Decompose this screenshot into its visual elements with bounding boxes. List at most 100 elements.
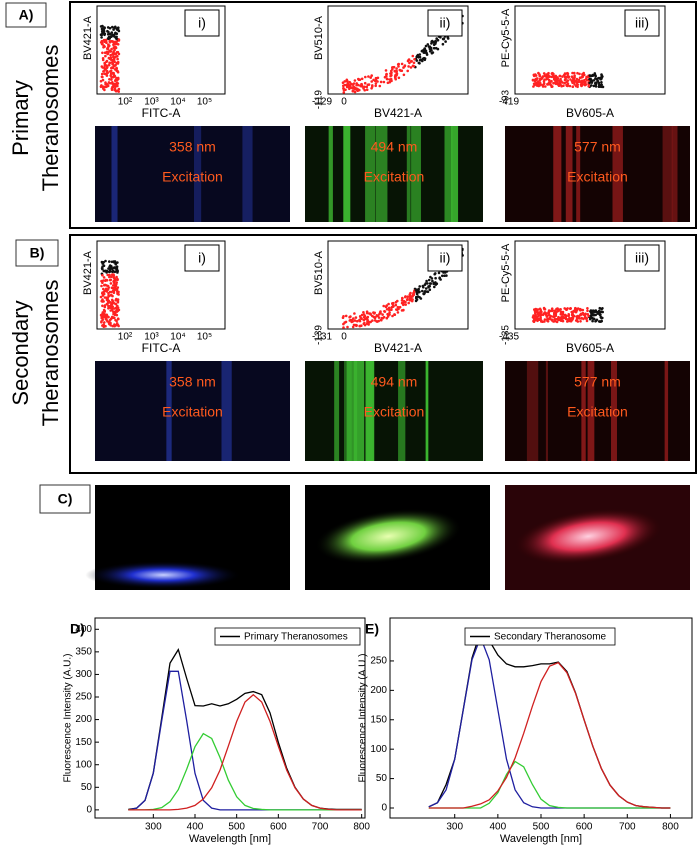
x-axis-label: BV605-A bbox=[566, 341, 614, 355]
scatter-dot bbox=[426, 43, 430, 46]
scatter-dot bbox=[110, 66, 113, 70]
scatter-dot bbox=[99, 79, 103, 83]
scatter-dot bbox=[600, 83, 603, 87]
scatter-dot bbox=[110, 275, 113, 279]
scatter-dot bbox=[103, 72, 106, 75]
scatter-dot bbox=[536, 81, 539, 85]
scatter-dot bbox=[574, 310, 578, 314]
scatter-dot bbox=[540, 320, 543, 323]
scatter-dot bbox=[106, 47, 110, 51]
y-axis-label: Fluorescence Intensity (A.U.) bbox=[358, 654, 369, 783]
row-title: Secondary bbox=[8, 300, 33, 405]
scatter-dot bbox=[407, 301, 411, 305]
scatter-dot bbox=[596, 79, 600, 83]
scatter-dot bbox=[104, 324, 107, 328]
scatter-dot bbox=[105, 296, 108, 300]
scatter-dot bbox=[579, 80, 582, 84]
scatter-dot bbox=[542, 72, 546, 75]
excitation-label: Excitation bbox=[364, 404, 425, 420]
scatter-dot bbox=[400, 299, 404, 302]
scatter-dot bbox=[370, 87, 373, 90]
scatter-dot bbox=[600, 73, 603, 76]
scatter-dot bbox=[378, 84, 382, 88]
scatter-dot bbox=[112, 316, 115, 319]
micrograph-stripe bbox=[111, 126, 118, 222]
micrograph-stripe bbox=[526, 361, 539, 461]
scatter-dot bbox=[374, 82, 378, 85]
panel-label-box bbox=[5, 2, 47, 28]
scatter-dot bbox=[549, 81, 552, 85]
scatter-dot bbox=[393, 313, 396, 316]
scatter-dot bbox=[104, 39, 107, 42]
scatter-dot bbox=[377, 319, 381, 323]
scatter-dot bbox=[397, 65, 400, 68]
scatter-dot bbox=[568, 84, 572, 88]
scatter-dot bbox=[389, 74, 392, 78]
scatter-dot bbox=[370, 74, 374, 77]
scatter-dot bbox=[573, 71, 576, 75]
scatter-dot bbox=[342, 315, 345, 318]
scatter-dot bbox=[355, 83, 358, 87]
scatter-dot bbox=[562, 73, 566, 77]
scatter-dot bbox=[102, 28, 106, 31]
scatter-dot bbox=[106, 29, 109, 33]
micrograph-stripe bbox=[411, 126, 421, 222]
scatter-dot bbox=[103, 26, 106, 29]
scatter-dot bbox=[363, 321, 366, 325]
micrograph-stripe bbox=[545, 361, 548, 461]
scatter-dot bbox=[395, 67, 398, 70]
micrograph-stripe bbox=[353, 361, 365, 461]
scatter-dot bbox=[436, 38, 440, 42]
scatter-dot bbox=[534, 73, 537, 76]
scatter-dot bbox=[558, 74, 562, 78]
scatter-dot bbox=[536, 319, 539, 323]
scatter-dot bbox=[110, 290, 113, 294]
scatter-dot bbox=[116, 82, 120, 85]
micrograph-stripe bbox=[346, 361, 358, 461]
scatter-dot bbox=[101, 300, 104, 303]
scatter-dot bbox=[427, 285, 430, 288]
scatter-dot bbox=[546, 75, 550, 78]
scatter-dot bbox=[586, 309, 589, 313]
scatter-dot bbox=[108, 260, 111, 263]
scatter-dot bbox=[541, 313, 545, 317]
scatter-dot bbox=[387, 302, 390, 306]
scatter-dot bbox=[550, 72, 554, 75]
scatter-dot bbox=[554, 318, 558, 321]
plot-frame bbox=[94, 617, 366, 819]
scatter-dot bbox=[110, 267, 113, 270]
scatter-dot bbox=[534, 311, 537, 314]
scatter-dot bbox=[103, 61, 106, 65]
y-axis-label: BV510-A bbox=[313, 15, 325, 60]
scatter-dot bbox=[547, 71, 550, 75]
scatter-dot bbox=[591, 319, 594, 323]
x-axis-label: BV421-A bbox=[374, 106, 422, 120]
panel-label: C) bbox=[58, 491, 73, 507]
scatter-dot bbox=[574, 308, 577, 311]
scatter-dot bbox=[358, 88, 361, 92]
scatter-dot bbox=[353, 87, 357, 91]
scatter-dot bbox=[398, 68, 402, 72]
scatter-dot bbox=[103, 32, 107, 36]
excitation-label: Excitation bbox=[567, 169, 628, 185]
scatter-dot bbox=[386, 315, 390, 318]
photo-glow bbox=[514, 508, 662, 565]
scatter-dot bbox=[592, 84, 596, 88]
micrograph-stripe bbox=[611, 361, 617, 461]
scatter-dot bbox=[107, 315, 110, 319]
scatter-dot bbox=[110, 31, 114, 34]
scatter-dot bbox=[404, 303, 408, 306]
scatter-dot bbox=[381, 313, 384, 316]
x-axis-label: Wavelength [nm] bbox=[189, 833, 271, 845]
scatter-dot bbox=[573, 81, 576, 84]
scatter-dot bbox=[396, 305, 400, 309]
scatter-dot bbox=[100, 36, 103, 39]
scatter-dot bbox=[112, 312, 115, 316]
scatter-dot bbox=[102, 87, 105, 90]
micrograph-stripe bbox=[398, 361, 406, 461]
x-axis-label: BV421-A bbox=[374, 341, 422, 355]
scatter-dot bbox=[106, 51, 109, 55]
micrograph-stripe bbox=[169, 361, 172, 461]
y-tick-label: 250 bbox=[75, 692, 92, 703]
scatter-dot bbox=[566, 72, 569, 76]
